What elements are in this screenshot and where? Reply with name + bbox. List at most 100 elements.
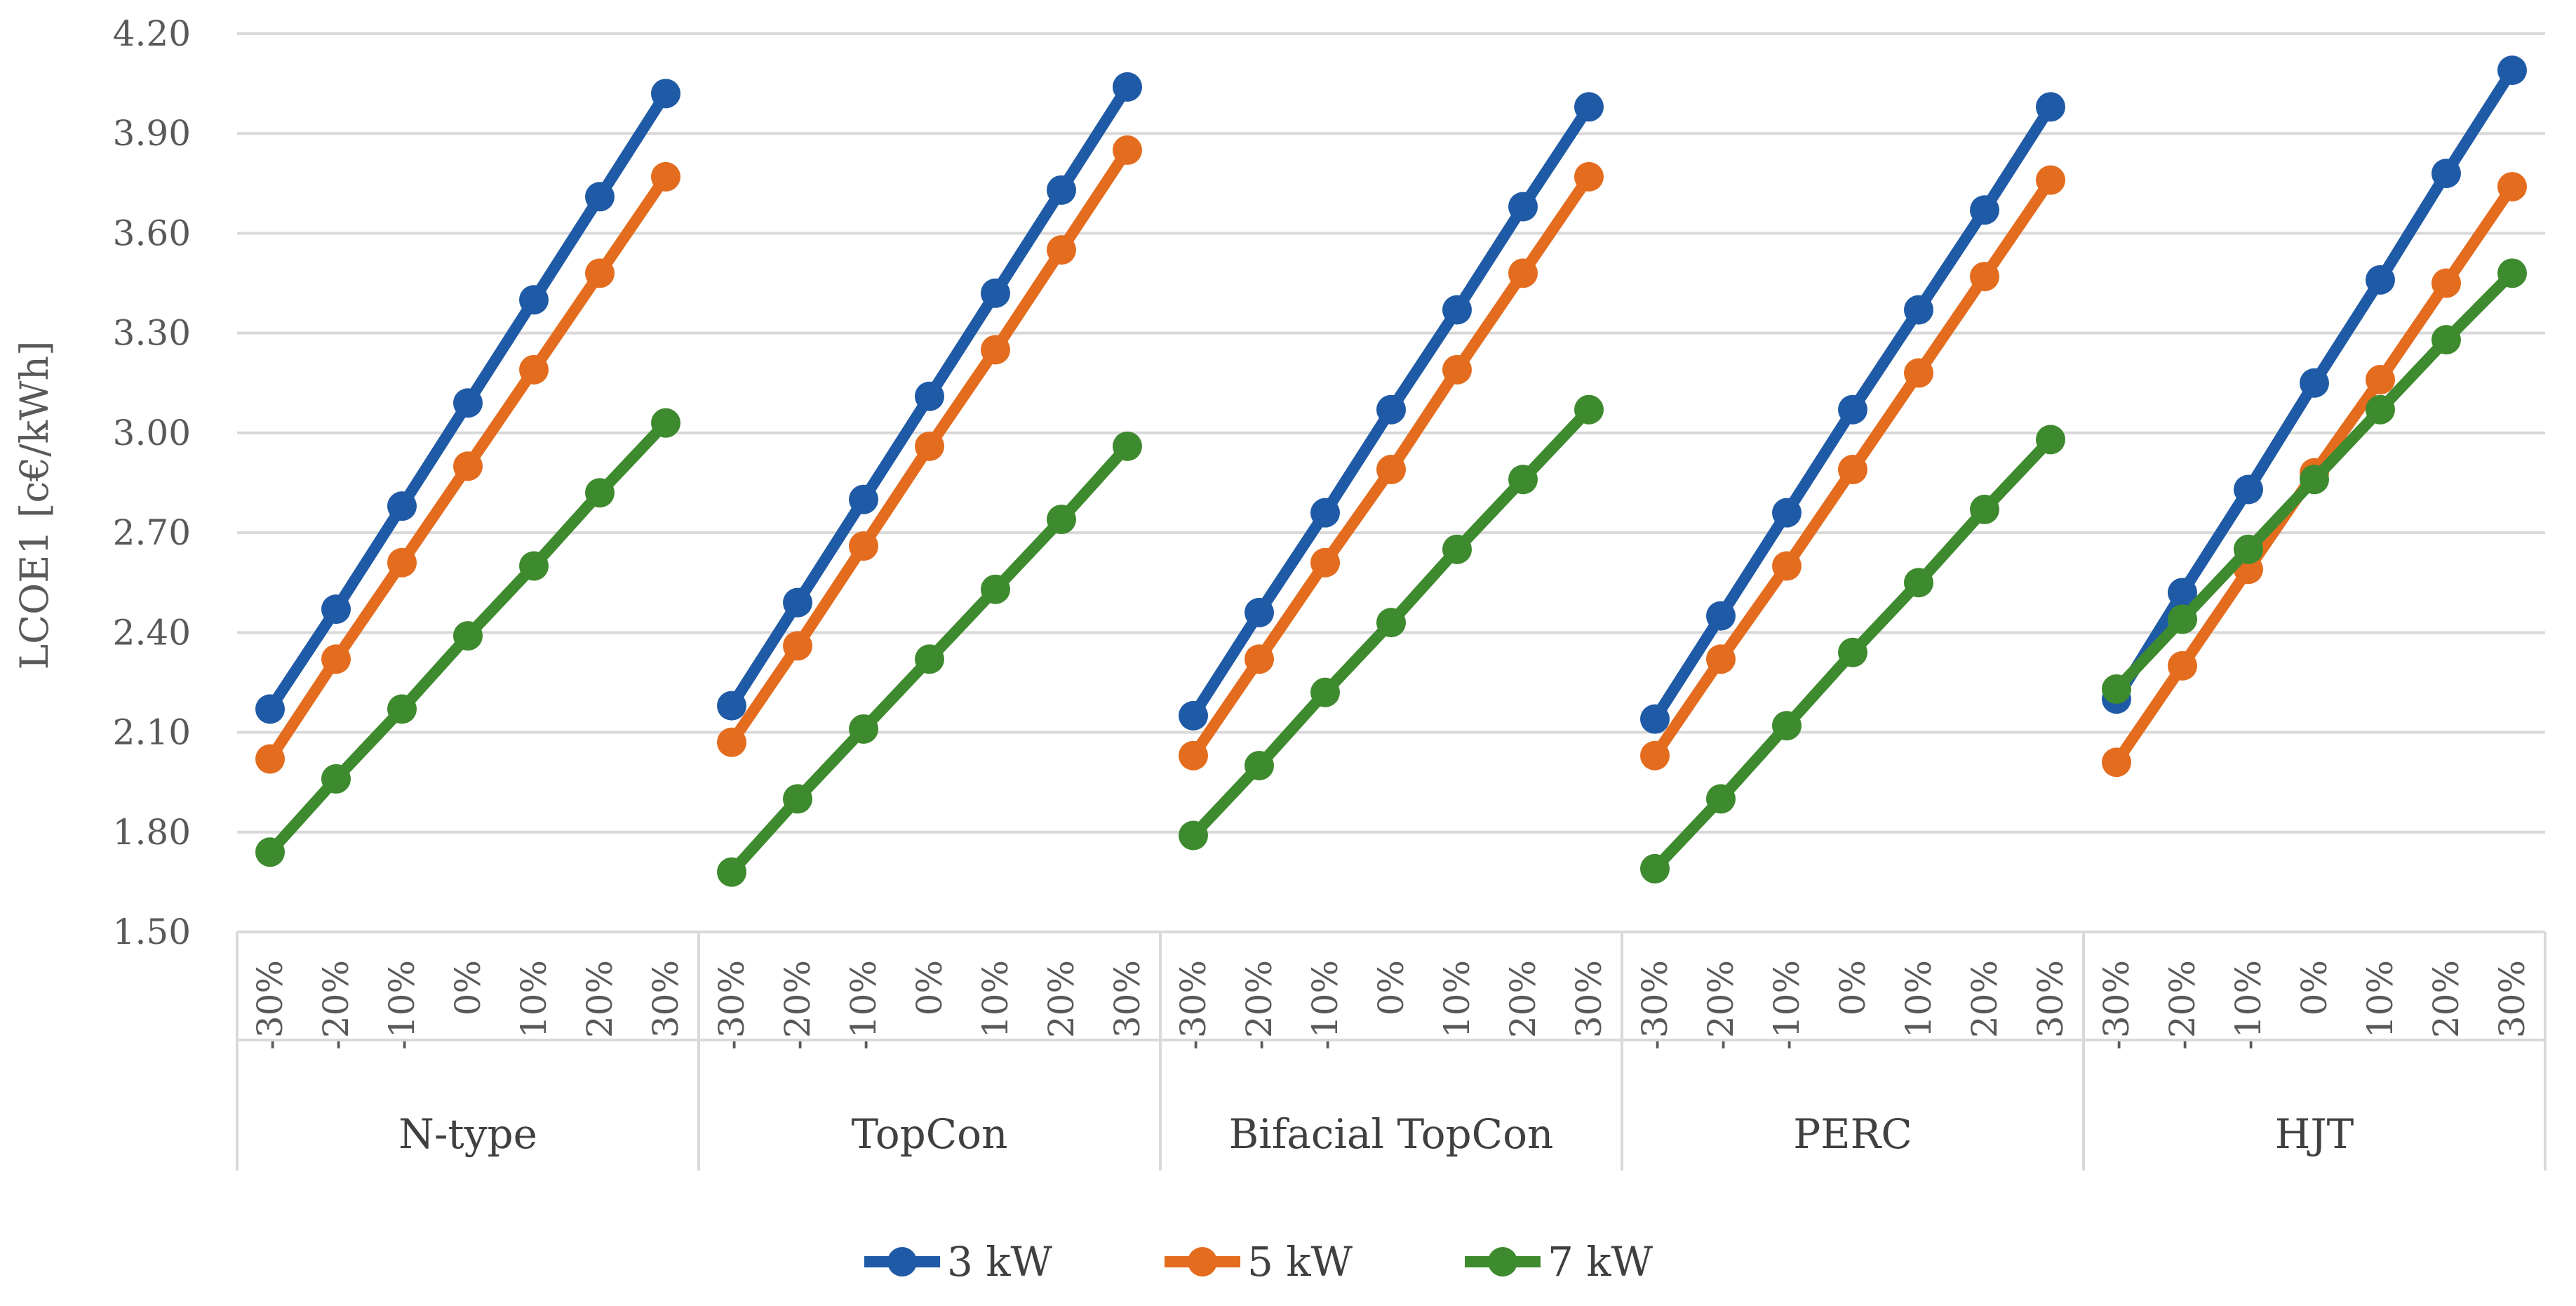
legend-swatch-marker bbox=[1488, 1247, 1517, 1277]
data-point bbox=[915, 431, 944, 461]
x-tick-label: 30% bbox=[1107, 960, 1148, 1038]
legend: 3 kW 5 kW 7 kW bbox=[864, 1238, 1653, 1286]
data-point bbox=[2234, 474, 2263, 505]
data-point bbox=[2300, 465, 2329, 495]
data-point bbox=[519, 354, 549, 385]
data-point bbox=[1442, 295, 1472, 325]
data-point bbox=[717, 727, 746, 757]
gridlines bbox=[237, 32, 2545, 933]
data-point bbox=[981, 335, 1010, 365]
data-point bbox=[1574, 161, 1604, 192]
x-tick-label: -20% bbox=[1700, 960, 1741, 1050]
data-point bbox=[717, 857, 746, 887]
x-tick-label: -30% bbox=[1635, 960, 1675, 1050]
data-point bbox=[585, 182, 615, 212]
x-tick-label: 10% bbox=[2360, 960, 2401, 1038]
legend-swatch-marker bbox=[887, 1247, 917, 1277]
group-label: N-type bbox=[398, 1110, 537, 1158]
group-label: Bifacial TopCon bbox=[1229, 1110, 1554, 1158]
data-point bbox=[2497, 258, 2527, 288]
data-point bbox=[981, 574, 1010, 604]
data-point bbox=[1310, 677, 1340, 707]
x-tick-label: 30% bbox=[1569, 960, 1609, 1038]
data-point bbox=[2234, 534, 2263, 564]
x-tick-label: 20% bbox=[2426, 960, 2467, 1038]
data-point bbox=[1179, 700, 1208, 731]
data-point bbox=[1970, 195, 1999, 225]
x-tick-label: -10% bbox=[843, 960, 884, 1050]
data-point bbox=[387, 491, 417, 521]
data-point bbox=[1310, 498, 1340, 528]
x-tick-label: 0% bbox=[1832, 960, 1873, 1015]
x-axis: -30% -20% -10% 0% 10% 20% 30% N-type -30% -20% -10… bbox=[236, 931, 2547, 1171]
data-point bbox=[1706, 784, 1736, 814]
data-point bbox=[2431, 268, 2461, 298]
y-tick-label: 1.50 bbox=[113, 912, 191, 952]
y-tick-label: 2.70 bbox=[113, 512, 191, 553]
x-tick-label: 0% bbox=[909, 960, 950, 1015]
x-tick-label: 30% bbox=[2492, 960, 2533, 1038]
x-tick-label: 10% bbox=[1437, 960, 1477, 1038]
data-point bbox=[1970, 262, 1999, 292]
x-tick-label: -10% bbox=[1766, 960, 1807, 1050]
data-point bbox=[1640, 740, 1670, 771]
data-point bbox=[1706, 644, 1736, 674]
data-point bbox=[717, 691, 746, 721]
data-point bbox=[651, 408, 680, 438]
data-point bbox=[2366, 365, 2395, 395]
data-point bbox=[1376, 608, 1406, 638]
data-point bbox=[2102, 747, 2131, 778]
data-point bbox=[585, 258, 615, 288]
data-point bbox=[2168, 578, 2197, 608]
data-point bbox=[1376, 455, 1406, 485]
data-point bbox=[2431, 325, 2461, 355]
data-point bbox=[2497, 172, 2527, 202]
x-tick-label: 0% bbox=[1371, 960, 1411, 1015]
data-point bbox=[981, 278, 1010, 308]
data-point bbox=[1838, 455, 1867, 485]
data-point bbox=[1904, 568, 1933, 598]
data-point bbox=[1574, 394, 1604, 425]
data-point bbox=[387, 694, 417, 724]
y-tick-label: 2.10 bbox=[113, 712, 191, 753]
x-tick-label: -30% bbox=[2096, 960, 2137, 1050]
x-tick-label: -30% bbox=[1173, 960, 1214, 1050]
data-point bbox=[1838, 637, 1867, 667]
y-axis-ticks: 1.50 1.80 2.10 2.40 2.70 3.00 3.30 3.60 3.90 4.20 bbox=[113, 13, 191, 952]
data-point bbox=[915, 381, 944, 411]
x-tick-label: 0% bbox=[2294, 960, 2335, 1015]
data-point bbox=[783, 784, 812, 814]
data-point bbox=[849, 531, 878, 561]
series-5-kw bbox=[255, 135, 2527, 778]
data-point bbox=[1310, 547, 1340, 578]
data-point bbox=[1970, 494, 1999, 524]
data-point bbox=[2168, 651, 2197, 681]
data-point bbox=[1574, 92, 1604, 122]
data-point bbox=[1245, 597, 1274, 627]
data-point bbox=[1113, 431, 1142, 461]
x-tick-label: -10% bbox=[382, 960, 422, 1050]
data-point bbox=[1113, 135, 1142, 165]
legend-label: 7 kW bbox=[1548, 1238, 1653, 1286]
series-layer bbox=[255, 55, 2527, 887]
data-point bbox=[1245, 750, 1274, 780]
data-point bbox=[453, 621, 483, 651]
data-point bbox=[321, 764, 351, 794]
x-tick-label: 20% bbox=[579, 960, 620, 1038]
data-point bbox=[585, 478, 615, 508]
data-point bbox=[1179, 740, 1208, 771]
data-point bbox=[849, 714, 878, 744]
data-point bbox=[2168, 604, 2197, 634]
series-3-kw bbox=[255, 55, 2527, 734]
data-point bbox=[1245, 644, 1274, 674]
y-tick-label: 1.80 bbox=[113, 812, 191, 853]
x-tick-label: 10% bbox=[1898, 960, 1939, 1038]
legend-swatch-marker bbox=[1188, 1247, 1217, 1277]
data-point bbox=[1904, 295, 1933, 325]
data-point bbox=[1640, 704, 1670, 734]
data-point bbox=[1047, 175, 1076, 205]
data-point bbox=[453, 388, 483, 418]
data-point bbox=[651, 161, 680, 192]
y-tick-label: 3.00 bbox=[113, 413, 191, 453]
